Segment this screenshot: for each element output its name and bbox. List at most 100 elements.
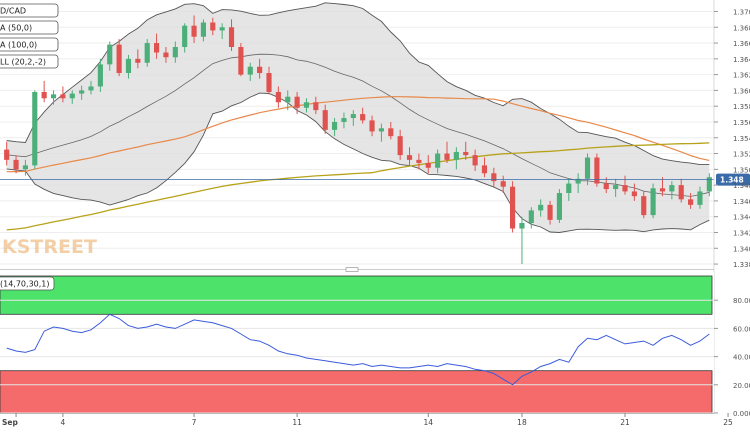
x-tick-label: 25 <box>723 418 733 427</box>
candle-body <box>247 66 253 75</box>
candle-body <box>519 223 525 229</box>
candle-body <box>135 58 141 63</box>
candle-body <box>88 86 94 91</box>
candle-body <box>425 163 431 168</box>
candle-body <box>322 110 328 130</box>
candle-body <box>650 188 656 216</box>
ma-100-line <box>6 142 710 231</box>
candle-body <box>584 157 591 179</box>
rsi-tick-label: 0.0000 <box>733 410 750 418</box>
current-price-tag <box>716 173 750 186</box>
rsi-tick-label: 20.0000 <box>733 382 750 390</box>
ma-50-line <box>6 96 710 173</box>
bollinger-middle-line <box>6 53 710 197</box>
rsi-overbought-zone <box>0 275 713 315</box>
candle-body <box>491 173 497 182</box>
candle-body <box>172 46 178 58</box>
candle-body <box>107 44 113 65</box>
candle-body <box>144 43 150 63</box>
candle-body <box>191 25 197 37</box>
candle-body <box>706 177 712 192</box>
candle-body <box>613 185 619 190</box>
candle-body <box>688 199 694 205</box>
candle-body <box>369 120 375 132</box>
price-tick-label: 1.3460 <box>733 198 750 206</box>
watermark-logo-text: KSTREET <box>2 236 97 258</box>
candle-body <box>453 151 459 160</box>
candle-body <box>238 46 244 75</box>
candle-body <box>566 183 572 194</box>
candle-body <box>154 43 160 53</box>
x-tick-label: 18 <box>517 418 527 427</box>
candle-body <box>378 128 384 132</box>
x-tick-label: Sep <box>2 418 18 427</box>
candle-body <box>22 165 28 170</box>
price-tick-label: 1.3540 <box>733 135 750 143</box>
candle-body <box>547 204 553 220</box>
candle-body <box>397 136 403 156</box>
candle-body <box>275 91 281 103</box>
legend-entry-label: A (100,0) <box>0 41 37 50</box>
x-tick-label: 14 <box>423 418 433 427</box>
legend-entry-label: D/CAD <box>0 7 26 16</box>
price-tick-label: 1.3600 <box>733 87 750 95</box>
rsi-legend-label: (14,70,30,1) <box>0 280 50 289</box>
candle-body <box>219 27 225 31</box>
candle-body <box>69 93 75 99</box>
price-tick-label: 1.3500 <box>733 166 750 174</box>
candle-body <box>294 96 300 108</box>
panel-resize-handle <box>345 267 359 272</box>
candle-body <box>41 91 47 99</box>
candle-body <box>678 185 684 200</box>
candle-body <box>659 188 666 192</box>
candle-body <box>500 181 506 187</box>
candle-body <box>528 210 534 224</box>
legend-entry-box <box>0 3 59 18</box>
candle-body <box>575 178 581 184</box>
rsi-line <box>6 313 710 386</box>
x-tick-label: 21 <box>620 418 630 427</box>
candle-body <box>313 102 319 111</box>
candle-body <box>257 66 263 74</box>
candle-body <box>641 196 647 216</box>
candle-body <box>697 191 703 205</box>
candle-body <box>350 114 356 119</box>
candle-body <box>32 91 38 166</box>
candle-body <box>622 185 628 192</box>
price-tick-label: 1.3660 <box>733 40 750 48</box>
candle-body <box>556 193 562 220</box>
rsi-tick-label: 40.0000 <box>733 354 750 362</box>
candle-body <box>406 155 413 160</box>
legend-entry-label: LL (20,2,-2) <box>0 58 46 67</box>
candle-body <box>603 183 609 190</box>
candle-body <box>125 58 132 74</box>
price-tick-label: 1.3640 <box>733 56 750 64</box>
rsi-legend-box <box>0 276 55 291</box>
candle-body <box>631 191 637 197</box>
candle-body <box>444 153 450 160</box>
candle-body <box>285 96 291 103</box>
candle-body <box>303 102 310 108</box>
price-tick-label: 1.3580 <box>733 103 750 111</box>
candle-body <box>435 153 441 168</box>
price-tick-label: 1.3440 <box>733 214 750 222</box>
candle-body <box>163 52 169 58</box>
x-tick-label: 4 <box>61 418 66 427</box>
price-tick-label: 1.3380 <box>733 261 750 269</box>
candle-body <box>266 73 272 92</box>
candle-body <box>481 165 488 174</box>
candle-body <box>228 27 235 47</box>
candle-body <box>510 186 516 229</box>
candle-body <box>341 118 347 122</box>
candle-body <box>332 121 338 130</box>
candle-body <box>472 155 478 166</box>
candle-body <box>463 151 469 156</box>
candle-body <box>50 94 57 99</box>
candle-body <box>97 64 103 87</box>
x-tick-label: 11 <box>292 418 302 427</box>
candle-body <box>360 114 366 121</box>
legend-entry-box <box>0 54 59 69</box>
candle-body <box>669 185 675 192</box>
